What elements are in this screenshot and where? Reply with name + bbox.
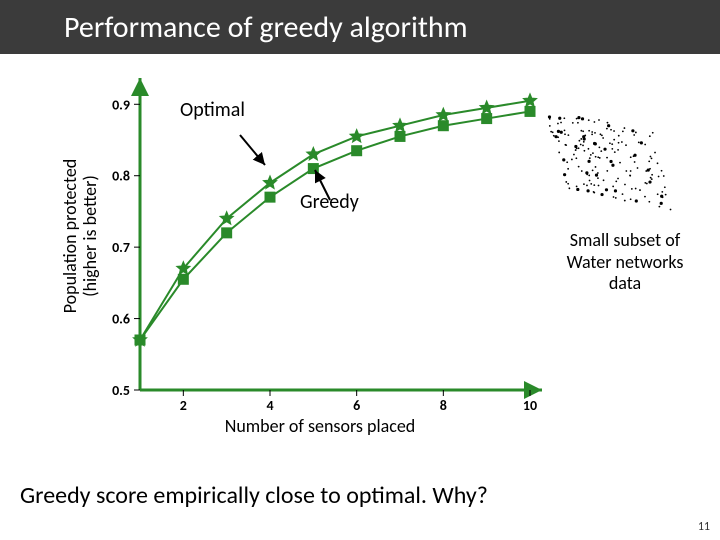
svg-text:4: 4 xyxy=(266,397,273,414)
title-bar: Performance of greedy algorithm xyxy=(0,0,720,54)
svg-text:0.8: 0.8 xyxy=(112,168,130,185)
svg-text:0.6: 0.6 xyxy=(112,311,130,328)
side-caption-line2: Water networks xyxy=(567,251,684,273)
svg-text:0.9: 0.9 xyxy=(112,96,130,113)
annotation-optimal: Optimal xyxy=(180,98,245,122)
svg-text:2: 2 xyxy=(180,397,187,414)
page-title: Performance of greedy algorithm xyxy=(64,9,468,46)
line-chart: 2 4 6 8 10 0.5 0.6 0.7 0.8 0.9 xyxy=(20,70,560,430)
side-caption: Small subset of Water networks data xyxy=(550,230,700,295)
svg-text:0.7: 0.7 xyxy=(112,239,130,256)
side-caption-line3: data xyxy=(609,272,641,294)
network-graphic xyxy=(540,105,680,215)
side-caption-line1: Small subset of xyxy=(570,229,680,251)
x-axis-label: Number of sensors placed xyxy=(190,415,450,437)
bottom-question: Greedy score empirically close to optima… xyxy=(20,481,488,510)
annotation-greedy: Greedy xyxy=(300,190,359,214)
svg-text:10: 10 xyxy=(523,397,537,414)
page-number: 11 xyxy=(698,520,710,534)
chart-area: Population protected (higher is better) … xyxy=(20,70,700,470)
svg-text:8: 8 xyxy=(440,397,447,414)
svg-text:0.5: 0.5 xyxy=(112,382,130,399)
svg-text:6: 6 xyxy=(353,397,360,414)
